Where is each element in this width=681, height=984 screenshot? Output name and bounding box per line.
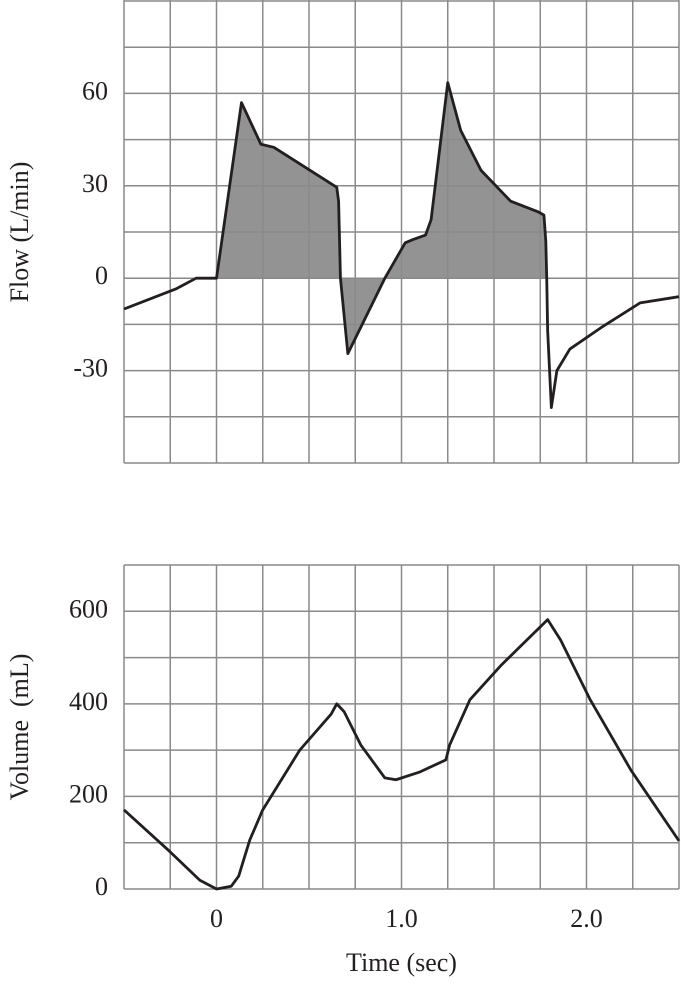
y-tick-label: 0 <box>95 261 108 290</box>
x-tick-label: 2.0 <box>570 904 603 933</box>
data-line <box>123 81 680 409</box>
y-tick-label: -30 <box>73 354 108 383</box>
x-tick-label: 1.0 <box>385 904 418 933</box>
y-tick-label: 600 <box>69 594 108 623</box>
y-axis-label: Flow (L/min) <box>5 162 34 303</box>
y-tick-label: 30 <box>82 169 108 198</box>
y-tick-label: 60 <box>82 76 108 105</box>
y-axis-label: Volume (mL) <box>5 654 34 801</box>
x-tick-label: 0 <box>210 904 223 933</box>
y-tick-label: 400 <box>69 687 108 716</box>
x-axis-label: Time (sec) <box>346 948 457 977</box>
y-tick-label: 0 <box>95 872 108 901</box>
y-tick-label: 200 <box>69 779 108 808</box>
shaded-area <box>216 82 547 354</box>
data-line <box>123 618 681 891</box>
